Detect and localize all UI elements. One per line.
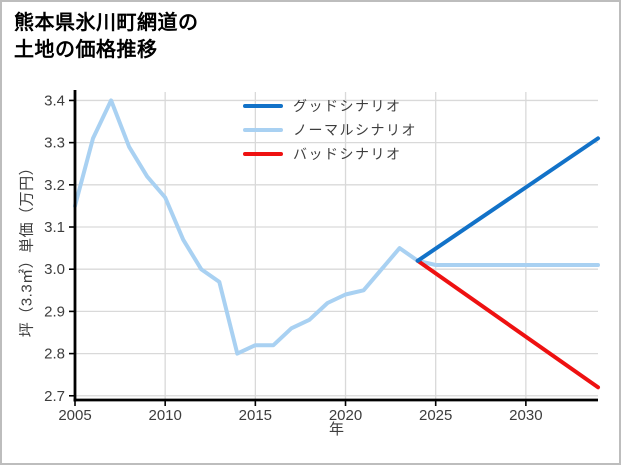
series-line-history [73,98,420,356]
x-tick-label: 2020 [329,407,362,424]
x-tick-label: 2015 [239,407,272,424]
y-tick-label: 3.3 [44,135,65,152]
legend-label-normal: ノーマルシナリオ [293,122,417,138]
x-tick-label: 2010 [148,407,181,424]
y-tick-label: 2.8 [44,346,65,363]
y-tick-label: 2.7 [44,388,65,405]
normal-line-swatch [243,128,283,132]
x-tick-label: 2030 [509,407,542,424]
y-axis-label: 坪（3.3㎡）単価（万円） [18,159,36,338]
y-tick-label: 2.9 [44,303,65,320]
x-tick-label: 2005 [58,407,91,424]
series-line-bad [415,258,600,390]
legend-label-good: グッドシナリオ [293,98,402,114]
legend-item-normal: ノーマルシナリオ [243,122,417,138]
y-tick-label: 3.2 [44,177,65,194]
legend-label-bad: バッドシナリオ [293,146,402,162]
legend-item-bad: バッドシナリオ [243,146,417,162]
series-line-good [415,136,600,263]
good-line-swatch [243,104,283,108]
series-line-normal [415,258,600,267]
x-tick-label: 2025 [419,407,452,424]
legend: グッドシナリオ ノーマルシナリオ バッドシナリオ [243,98,417,162]
y-tick-label: 3.0 [44,261,65,278]
legend-item-good: グッドシナリオ [243,98,417,114]
bad-line-swatch [243,152,283,156]
y-tick-label: 3.1 [44,219,65,236]
x-axis-label: 年 [328,421,344,438]
y-tick-label: 3.4 [44,92,65,109]
chart-title: 熊本県氷川町網道の 土地の価格推移 [14,12,199,61]
